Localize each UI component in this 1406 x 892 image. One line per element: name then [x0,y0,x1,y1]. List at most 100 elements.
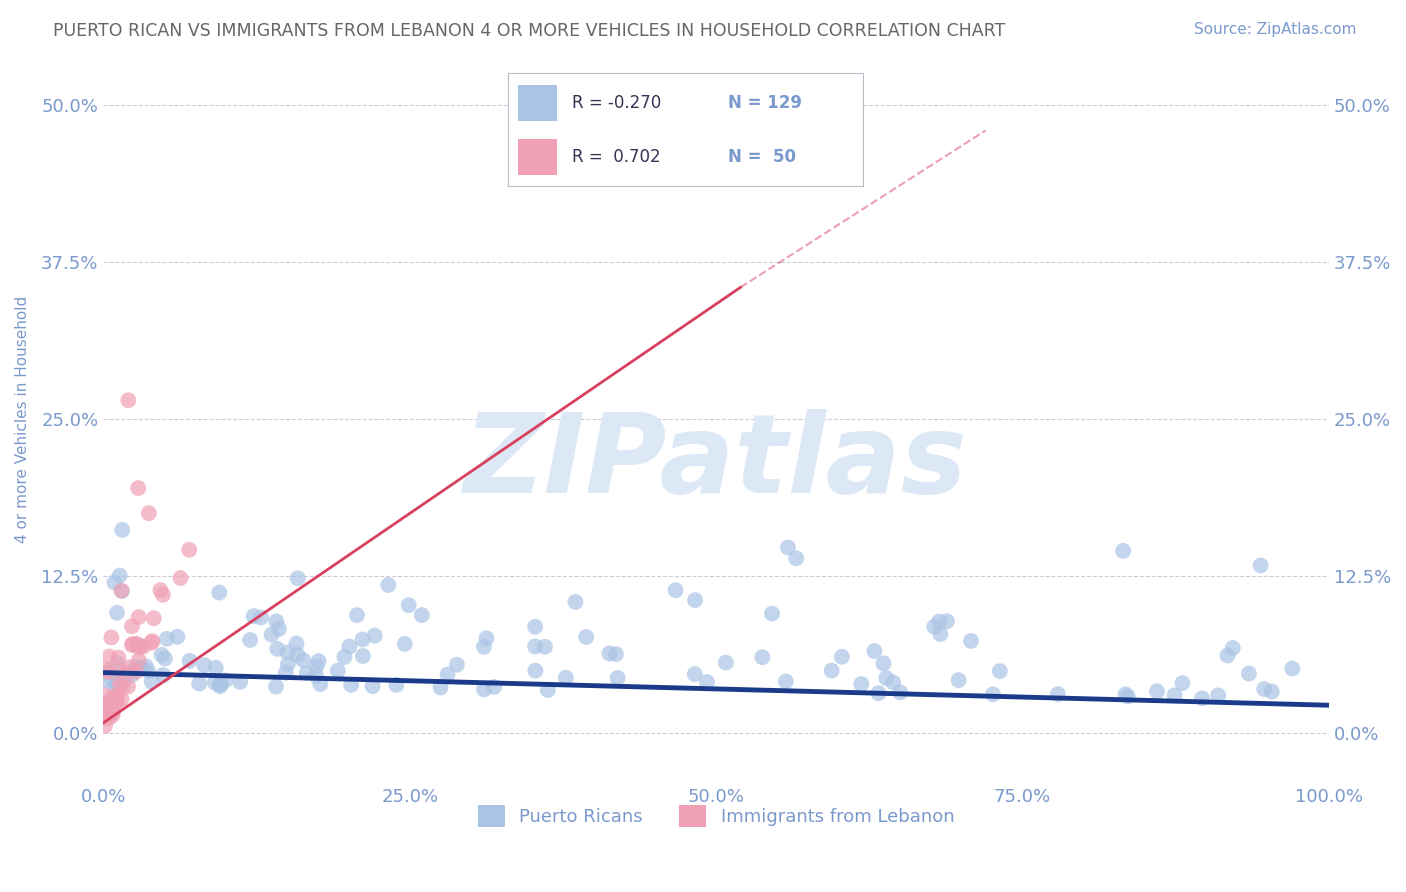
Point [696,675,718,690]
Point [981,687,1004,701]
Point [868,686,890,700]
Point [346,608,368,623]
Point [524,664,547,678]
Point [277,657,299,672]
Point [98,649,121,664]
Point [141,636,163,650]
Point [295,666,318,681]
Point [340,678,363,692]
Point [960,633,983,648]
Point [436,667,458,681]
Point [1046,687,1069,701]
Point [482,680,505,694]
Point [204,675,226,690]
Point [394,637,416,651]
Point [127,481,149,495]
Point [264,680,287,694]
Point [105,606,128,620]
Point [820,664,842,678]
Point [714,656,737,670]
Point [141,674,163,689]
Point [105,689,128,703]
Point [475,632,498,646]
Point [889,685,911,699]
Point [188,676,211,690]
Point [128,653,150,667]
Point [107,662,129,676]
Point [287,648,309,662]
Point [429,681,451,695]
Point [149,583,172,598]
Point [364,629,387,643]
Point [112,674,135,689]
Point [326,664,349,678]
Point [361,679,384,693]
Point [411,608,433,623]
Point [169,571,191,585]
Point [534,640,557,654]
Point [118,660,141,674]
Point [242,609,264,624]
Point [100,631,122,645]
Text: ZIPatlas: ZIPatlas [464,409,967,516]
Point [94,719,117,733]
Point [131,661,153,675]
Point [274,665,297,680]
Point [101,690,124,704]
Point [683,667,706,681]
Point [554,671,576,685]
Point [117,393,139,408]
Point [309,677,332,691]
Point [598,647,620,661]
Point [129,639,152,653]
Point [110,692,132,706]
Point [751,650,773,665]
Point [103,676,125,690]
Point [97,711,120,725]
Point [1261,684,1284,698]
Point [125,659,148,673]
Point [115,665,138,680]
Point [305,659,328,673]
Point [136,664,159,678]
Point [524,620,547,634]
Point [1253,681,1275,696]
Point [152,668,174,682]
Point [1206,689,1229,703]
Point [1114,687,1136,701]
Point [606,671,628,685]
Point [150,648,173,662]
Point [101,708,124,723]
Point [605,647,627,661]
Point [683,593,706,607]
Point [108,677,131,691]
Point [851,677,873,691]
Point [1116,690,1139,704]
Point [863,644,886,658]
Point [775,674,797,689]
Point [125,665,148,679]
Point [209,677,232,691]
Point [1146,684,1168,698]
Point [776,541,799,555]
Point [352,648,374,663]
Point [287,571,309,585]
Point [1250,558,1272,573]
Point [107,650,129,665]
Point [472,640,495,654]
Point [267,622,290,636]
Point [111,680,134,694]
Point [446,657,468,672]
Point [108,568,131,582]
Point [339,640,361,654]
Point [266,615,288,629]
Point [121,638,143,652]
Point [153,651,176,665]
Point [1163,689,1185,703]
Point [105,657,128,671]
Point [665,583,688,598]
Point [285,637,308,651]
Point [117,680,139,694]
Point [575,630,598,644]
Point [305,669,328,683]
